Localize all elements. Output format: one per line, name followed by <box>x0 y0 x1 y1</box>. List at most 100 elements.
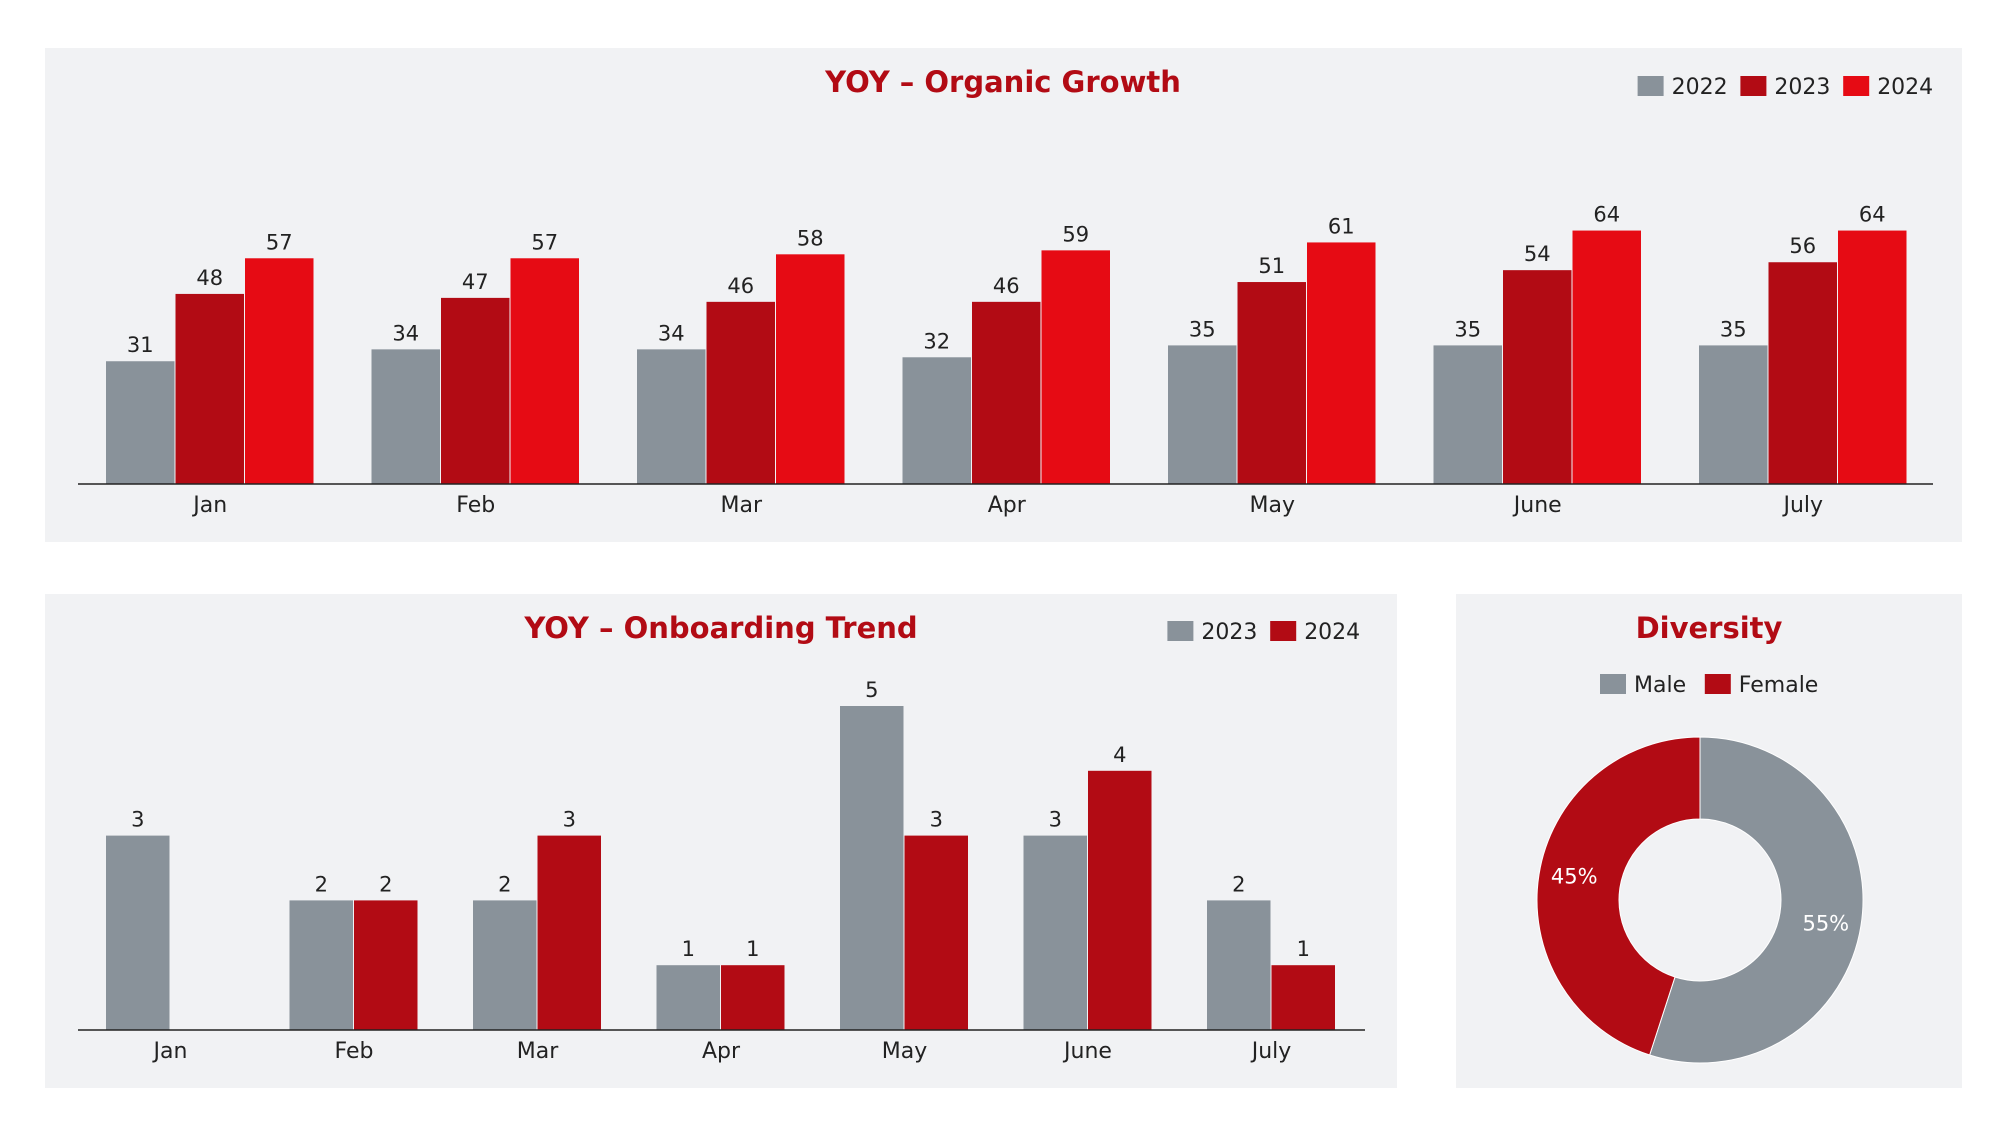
x-tick-apr: Apr <box>988 493 1027 518</box>
bar-2023-apr <box>656 965 720 1030</box>
onboarding-trend-panel: YOY – Onboarding Trend 2023 2024 3 Jan 2 2 Feb 2… <box>45 594 1397 1088</box>
legend-label-2024: 2024 <box>1877 75 1933 100</box>
data-label-2023-jan: 48 <box>196 266 223 290</box>
data-label-2024-may: 61 <box>1328 214 1355 238</box>
x-tick-feb: Feb <box>335 1039 374 1064</box>
x-tick-june: June <box>1062 1039 1112 1064</box>
data-label-2024-june: 4 <box>1113 743 1126 767</box>
onboarding-trend-chart: YOY – Onboarding Trend 2023 2024 3 Jan 2 2 Feb 2… <box>78 611 1365 1064</box>
data-label-2023-jan: 3 <box>131 808 144 832</box>
bar-2024-jan <box>245 258 314 484</box>
bar-2024-apr <box>1041 250 1110 484</box>
data-label-2024-feb: 57 <box>531 230 558 254</box>
bar-2023-apr <box>972 301 1041 484</box>
bar-2023-mar <box>706 301 775 484</box>
bar-2023-jan <box>175 293 244 484</box>
bar-2023-mar <box>473 900 537 1030</box>
data-label-2023-july: 56 <box>1789 234 1816 258</box>
legend-swatch-2024 <box>1843 76 1870 96</box>
bar-2024-may <box>904 835 968 1030</box>
data-label-2023-mar: 46 <box>727 274 754 298</box>
data-label-2024-apr: 1 <box>746 937 759 961</box>
data-label-2023-may: 51 <box>1258 254 1285 278</box>
x-tick-july: July <box>1781 493 1823 518</box>
x-tick-may: May <box>1250 493 1295 518</box>
data-label-2024-june: 64 <box>1593 203 1620 227</box>
x-tick-mar: Mar <box>720 493 762 518</box>
data-label-2024-feb: 2 <box>379 872 392 896</box>
bar-2022-feb <box>371 349 440 484</box>
bar-2023-feb <box>289 900 353 1030</box>
chart-title: YOY – Onboarding Trend <box>523 611 917 645</box>
data-label-2023-feb: 47 <box>462 270 489 294</box>
x-tick-june: June <box>1512 493 1562 518</box>
data-label-2024-may: 3 <box>930 808 943 832</box>
data-label-2022-may: 35 <box>1189 317 1216 341</box>
data-label-2023-july: 2 <box>1232 872 1245 896</box>
legend-label-2024: 2024 <box>1304 620 1360 645</box>
x-tick-jan: Jan <box>152 1039 188 1064</box>
donut-slice-male <box>1648 736 1864 1064</box>
legend-swatch-female <box>1704 674 1731 694</box>
donut-label-female: 45% <box>1551 864 1598 888</box>
bar-2022-apr <box>902 357 971 484</box>
data-label-2023-may: 5 <box>865 678 878 702</box>
data-label-2022-july: 35 <box>1720 317 1747 341</box>
bar-2024-feb <box>354 900 418 1030</box>
bar-2024-feb <box>510 258 579 484</box>
data-label-2024-jan: 57 <box>266 230 293 254</box>
bar-2023-june <box>1503 270 1572 484</box>
bar-2024-june <box>1572 230 1641 484</box>
legend-swatch-male <box>1600 674 1626 694</box>
diversity-chart: Diversity Male Female 55% 45% <box>1536 611 1864 1064</box>
bar-2022-mar <box>637 349 706 484</box>
chart-title: YOY – Organic Growth <box>824 65 1181 99</box>
legend-label-male: Male <box>1634 673 1686 698</box>
bar-2024-june <box>1088 770 1152 1030</box>
x-tick-may: May <box>882 1039 927 1064</box>
bar-2024-mar <box>776 254 845 484</box>
legend-swatch-2022 <box>1637 76 1664 96</box>
legend-label-female: Female <box>1739 673 1819 698</box>
data-label-2023-june: 3 <box>1049 808 1062 832</box>
bar-2023-may <box>1237 282 1306 484</box>
legend-swatch-2024 <box>1270 621 1297 641</box>
data-label-2024-mar: 3 <box>563 808 576 832</box>
data-label-2023-june: 54 <box>1524 242 1551 266</box>
bar-2023-feb <box>441 297 510 484</box>
bar-2022-jan <box>106 361 175 484</box>
data-label-2022-feb: 34 <box>392 321 419 345</box>
bar-2024-july <box>1838 230 1907 484</box>
x-tick-apr: Apr <box>702 1039 741 1064</box>
data-label-2023-mar: 2 <box>498 872 511 896</box>
bar-2023-july <box>1207 900 1271 1030</box>
legend-swatch-2023 <box>1167 621 1194 641</box>
donut-label-male: 55% <box>1802 912 1849 936</box>
data-label-2022-jan: 31 <box>127 333 154 357</box>
bar-2024-mar <box>537 835 601 1030</box>
data-label-2023-feb: 2 <box>315 872 328 896</box>
data-label-2022-apr: 32 <box>923 329 950 353</box>
bar-2022-may <box>1168 345 1237 484</box>
legend-swatch-2023 <box>1740 76 1767 96</box>
x-tick-feb: Feb <box>456 493 495 518</box>
x-tick-july: July <box>1250 1039 1292 1064</box>
data-label-2024-july: 1 <box>1297 937 1310 961</box>
data-label-2024-july: 64 <box>1859 203 1886 227</box>
x-tick-mar: Mar <box>517 1039 559 1064</box>
data-label-2024-mar: 58 <box>797 226 824 250</box>
data-label-2023-apr: 1 <box>682 937 695 961</box>
organic-growth-panel: YOY – Organic Growth 2022 2023 2024 31 48 57 Ja… <box>45 48 1962 542</box>
bar-2024-may <box>1307 242 1376 484</box>
bar-2023-may <box>840 706 904 1030</box>
bar-2022-june <box>1433 345 1502 484</box>
bar-2023-june <box>1023 835 1087 1030</box>
legend-label-2023: 2023 <box>1201 620 1257 645</box>
bar-2023-jan <box>106 835 170 1030</box>
donut-slice-female <box>1536 736 1701 1056</box>
legend-label-2022: 2022 <box>1672 75 1728 100</box>
diversity-panel: Diversity Male Female 55% 45% <box>1456 594 1962 1088</box>
chart-title: Diversity <box>1636 611 1783 645</box>
data-label-2024-apr: 59 <box>1062 222 1089 246</box>
bar-2024-july <box>1271 965 1335 1030</box>
